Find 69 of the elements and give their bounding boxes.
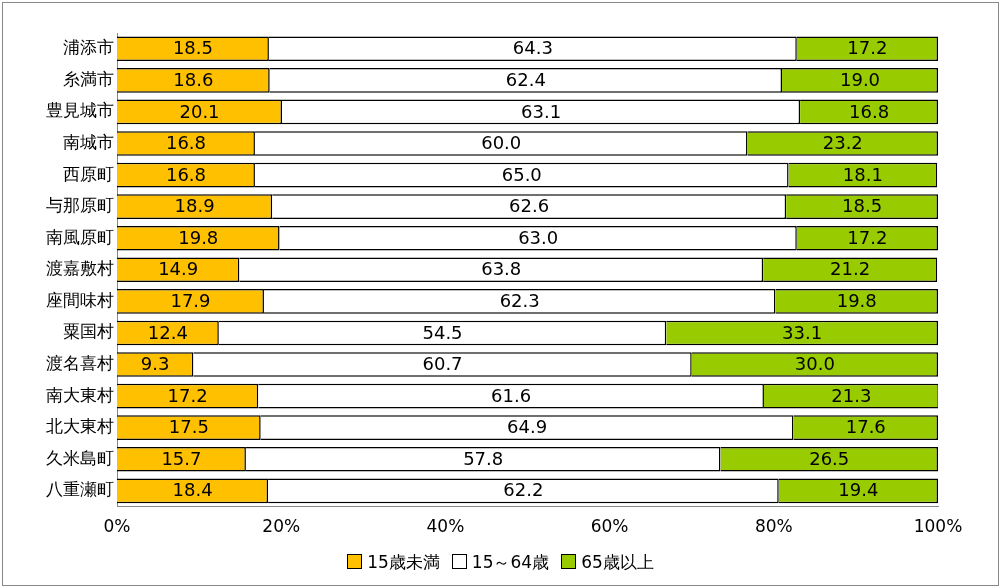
data-label: 64.3 [512, 37, 553, 59]
data-label: 30.0 [794, 353, 835, 375]
data-label: 15.7 [161, 447, 202, 469]
data-label: 19.4 [838, 479, 879, 501]
y-tick-label: 与那原町 [46, 195, 114, 216]
data-label: 57.8 [463, 447, 504, 469]
y-tick-label: 南城市 [63, 131, 114, 152]
x-tick-label: 40% [426, 516, 465, 537]
data-label: 16.8 [849, 100, 890, 122]
data-label: 21.2 [830, 258, 871, 280]
data-label: 60.0 [481, 132, 522, 154]
data-label: 17.2 [847, 226, 888, 248]
data-label: 19.8 [178, 226, 219, 248]
data-label: 18.6 [173, 69, 214, 91]
x-tick-label: 60% [590, 516, 629, 537]
data-label: 17.6 [845, 416, 886, 438]
data-label: 17.5 [168, 416, 209, 438]
data-label: 62.2 [503, 479, 544, 501]
x-tick-label: 20% [262, 516, 301, 537]
x-tick-label: 0% [103, 516, 131, 537]
legend-label: 65歳以上 [581, 552, 654, 572]
text: 15～64歳 [471, 552, 550, 572]
data-label: 17.2 [167, 384, 208, 406]
data-label: 63.1 [521, 100, 562, 122]
data-label: 23.2 [822, 132, 863, 154]
data-label: 19.0 [839, 69, 881, 91]
x-tick-label: 80% [754, 516, 793, 537]
data-label: 18.1 [842, 163, 883, 185]
legend-label: 15歳未満 [367, 552, 440, 572]
y-tick-label: 八重瀬町 [46, 479, 114, 500]
y-tick-label: 糸満市 [63, 68, 114, 89]
y-tick-label: 南風原町 [46, 226, 114, 247]
y-tick-label: 豊見城市 [46, 100, 114, 121]
data-label: 62.6 [509, 195, 550, 217]
data-label: 54.5 [422, 321, 463, 343]
data-label: 19.8 [836, 290, 877, 312]
data-label: 63.0 [518, 226, 559, 248]
x-tick-label: 100% [913, 516, 963, 537]
y-tick-label: 座間味村 [46, 289, 114, 310]
data-label: 61.6 [491, 384, 532, 406]
data-label: 9.3 [140, 353, 170, 375]
data-label: 12.4 [147, 321, 188, 343]
data-label: 18.5 [172, 37, 213, 59]
data-label: 21.3 [831, 384, 872, 406]
data-label: 26.5 [809, 447, 850, 469]
data-label: 60.7 [422, 353, 463, 375]
data-label: 18.5 [842, 195, 883, 217]
y-tick-label: 西原町 [63, 163, 114, 184]
data-label: 65.0 [501, 163, 542, 185]
data-label: 63.8 [481, 258, 522, 280]
data-label: 33.1 [782, 321, 823, 343]
data-label: 16.8 [165, 163, 206, 185]
data-label: 16.8 [165, 132, 206, 154]
data-label: 17.9 [170, 290, 211, 312]
y-tick-label: 粟国村 [63, 321, 114, 342]
data-label: 62.3 [499, 290, 540, 312]
y-tick-label: 久米島町 [46, 447, 114, 468]
data-label: 17.2 [847, 37, 888, 59]
y-tick-label: 浦添市 [63, 37, 114, 58]
data-label: 62.4 [505, 69, 546, 91]
data-label: 18.9 [174, 195, 215, 217]
y-tick-label: 北大東村 [46, 416, 114, 437]
data-label: 18.4 [172, 479, 213, 501]
y-tick-label: 渡名喜村 [46, 352, 114, 373]
data-label: 64.9 [507, 416, 548, 438]
data-label: 14.9 [158, 258, 199, 280]
y-tick-label: 渡嘉敷村 [46, 258, 114, 279]
y-tick-label: 南大東村 [46, 384, 114, 405]
data-label: 20.1 [179, 100, 220, 122]
